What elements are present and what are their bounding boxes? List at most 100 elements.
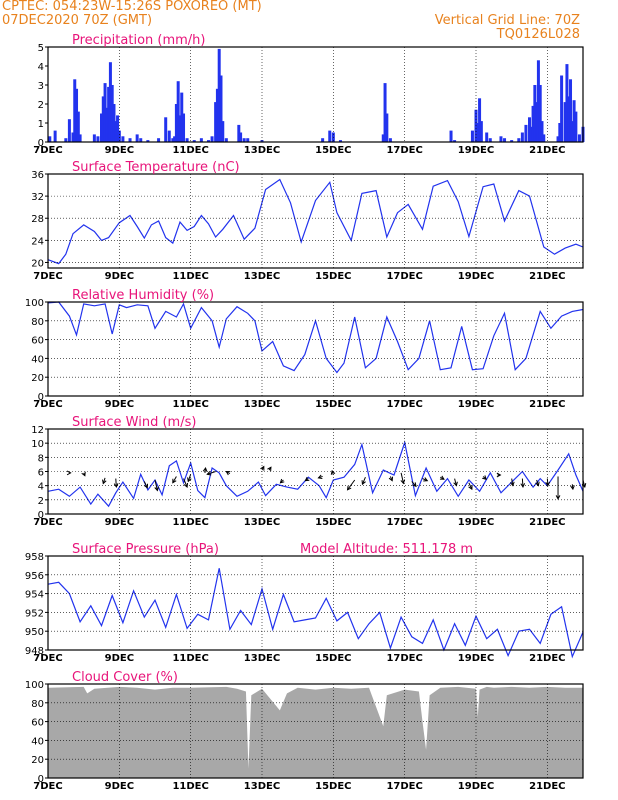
x-tick-label: 15DEC [315,145,351,156]
precip-bar [92,134,96,142]
precip-bar [572,100,576,142]
x-tick-label: 9DEC [105,653,134,664]
precip-bar [207,140,210,142]
wind-arrow [361,476,366,485]
precip-bar [577,134,581,142]
header-code: TQ0126L028 [496,27,580,42]
precip-bar [470,130,474,142]
x-tick-label: 7DEC [33,653,62,664]
precip-bar [524,124,528,142]
precip-bar [260,140,264,142]
x-tick-label: 21DEC [529,145,565,156]
y-tick-label: 80 [31,317,44,328]
wind-arrow-head [66,470,72,476]
precip-bar [563,102,567,142]
wind-arrow [143,481,148,488]
precip-bar [139,138,143,142]
header-datetime: 07DEC2020 70Z (GMT) [2,13,153,28]
precip-bar [146,140,150,142]
wind-arrow-head [260,465,265,471]
y-tick-label: 20 [31,755,44,766]
precip-bar [510,140,514,142]
precip-bar [538,85,542,142]
precip-bar [517,138,521,142]
precip-bar [239,132,243,142]
panel-title: Surface Pressure (hPa) [72,542,219,557]
precip-bar [574,111,578,142]
precip-bar [164,117,168,142]
y-tick-label: 20 [31,373,44,384]
wind-arrow [172,476,177,484]
precip-bar [101,96,105,142]
precip-bar [535,102,539,142]
cloud-cover-area [48,686,583,778]
wind-arrow [454,478,457,486]
precip-bar [388,138,392,142]
y-tick-label: 12 [31,425,44,436]
x-tick-label: 21DEC [529,781,565,792]
precip-bar [338,140,342,142]
wind-arrow [468,482,473,490]
wind-arrow-head [102,479,107,485]
y-tick-label: 8 [38,453,44,464]
precip-bar [157,138,161,142]
precip-bar [67,119,71,142]
x-tick-label: 9DEC [105,781,134,792]
precip-bar [167,130,171,142]
wind-arrow-head [570,485,575,491]
precip-bar [110,85,114,142]
x-tick-label: 19DEC [458,517,494,528]
y-tick-label: 60 [31,718,44,729]
panel-1 [45,46,585,143]
x-tick-label: 13DEC [244,517,280,528]
precip-bar [185,138,189,142]
precip-bar [76,111,80,142]
y-tick-label: 954 [25,590,44,601]
header-station: CPTEC: 054:23W-15:26S POXOREO (MT) [2,0,262,14]
wind-arrow-head [172,478,177,484]
precip-bar [173,136,177,142]
header-grid-note: Vertical Grid Line: 70Z [434,13,580,28]
y-tick-label: 948 [25,646,44,657]
wind-arrow-head [388,476,394,482]
x-tick-label: 21DEC [529,653,565,664]
precip-bar [128,138,132,142]
series-line [47,440,584,508]
wind-arrow [546,478,549,486]
y-tick-label: 952 [25,608,44,619]
precip-bar [53,130,57,142]
precip-bar [217,48,221,142]
x-tick-label: 19DEC [458,145,494,156]
panel-frame [47,46,584,143]
precip-bar [121,136,125,142]
x-tick-label: 13DEC [244,653,280,664]
x-tick-label: 19DEC [458,781,494,792]
precip-bar [100,113,103,142]
x-tick-label: 17DEC [386,517,422,528]
precip-bar [381,134,385,142]
y-tick-label: 40 [31,354,44,365]
wind-arrow-head [468,485,473,491]
precip-bar [569,79,573,142]
y-tick-label: 100 [25,298,44,309]
precip-bar [246,138,250,142]
precip-bar [73,79,77,142]
x-tick-label: 15DEC [315,399,351,410]
precip-bar [567,96,571,142]
wind-arrow-head [496,472,502,478]
y-tick-label: 0 [38,510,44,521]
wind-arrow-head [143,483,149,489]
x-tick-label: 15DEC [315,653,351,664]
y-tick-label: 4 [38,62,44,73]
precip-bar [531,105,535,142]
panel-title: Surface Wind (m/s) [72,415,196,430]
precip-bar [528,117,531,142]
precip-bar [75,88,79,142]
precip-bar [171,138,175,142]
y-tick-label: 60 [31,336,44,347]
y-tick-label: 10 [31,439,44,450]
precip-bar [103,83,107,142]
precip-bar [182,113,186,142]
series-line [47,301,584,374]
